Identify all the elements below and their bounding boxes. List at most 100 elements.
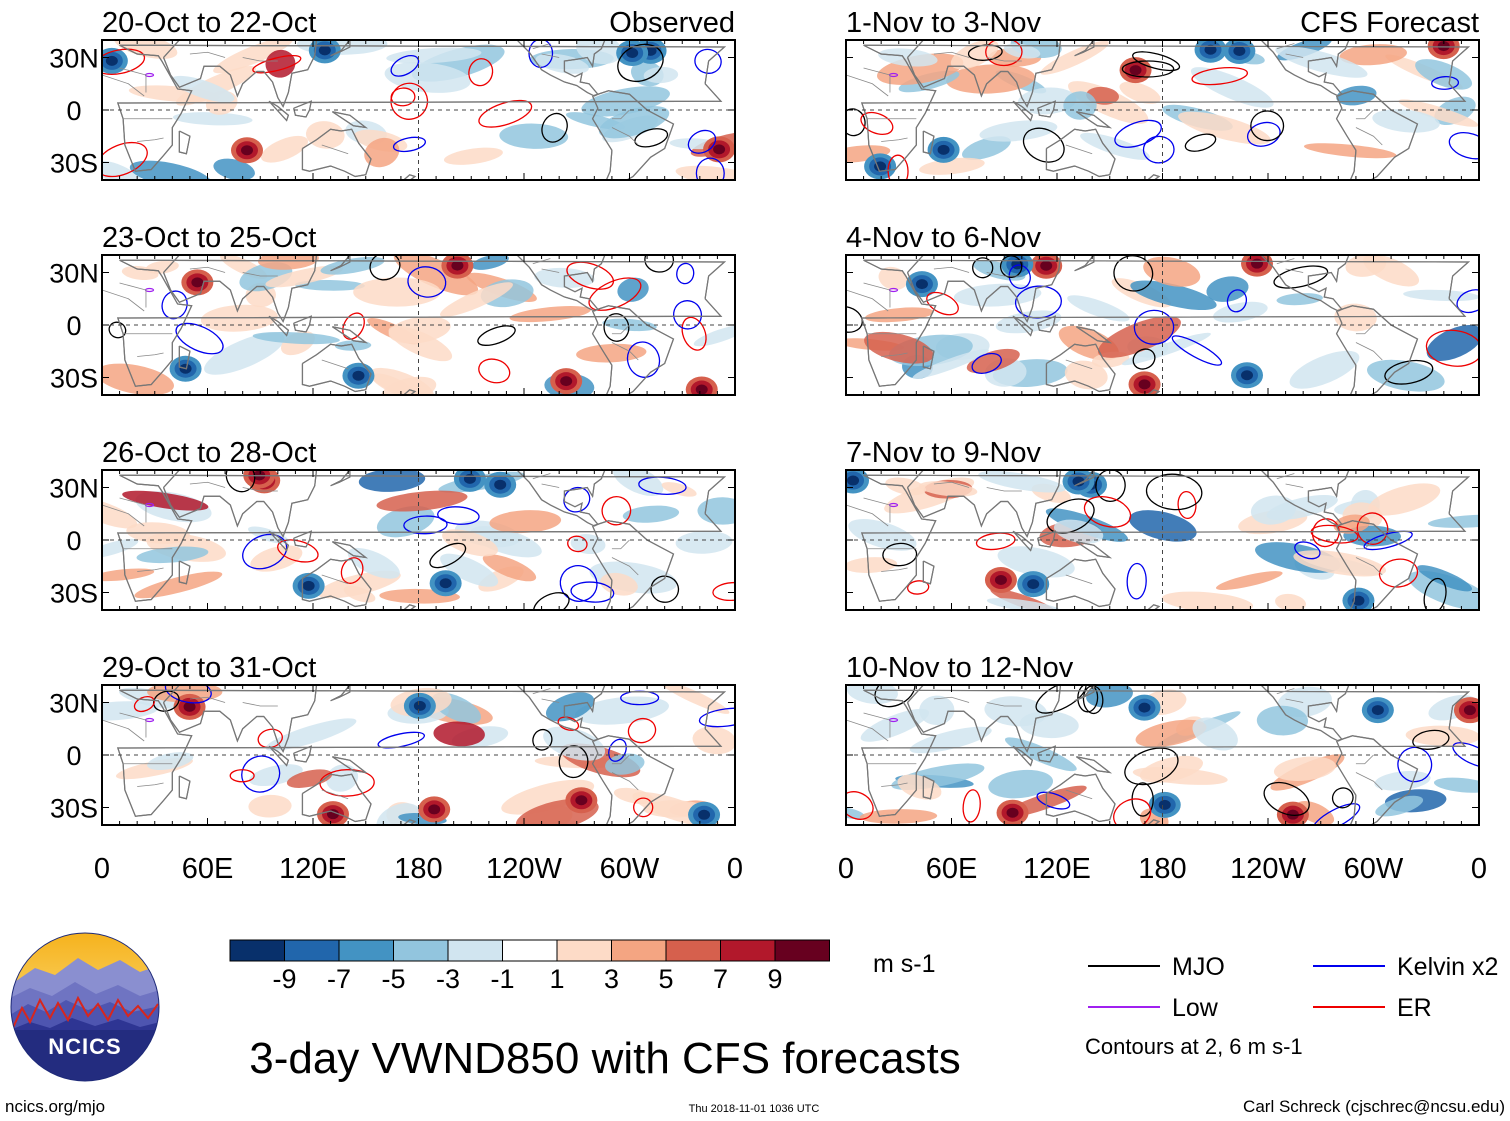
panel-forecast-1: 1-Nov to 3-Nov CFS Forecast — [845, 7, 1480, 181]
coastlines — [116, 255, 727, 395]
colorbar-tick-label: 1 — [549, 964, 564, 994]
x-tick-label: 60W — [1344, 853, 1404, 885]
colorbar-tick-label: 9 — [767, 964, 782, 994]
colorbar-swatch — [611, 939, 667, 962]
x-tick-label: 0 — [727, 853, 743, 885]
y-tick-label: 30S — [50, 579, 98, 609]
borders — [102, 43, 639, 155]
borders — [846, 473, 1383, 585]
wave-contours — [144, 470, 735, 610]
panel-period-label: 23-Oct to 25-Oct — [102, 222, 316, 254]
footer-url: ncics.org/mjo — [5, 1097, 105, 1116]
coastlines — [860, 470, 1471, 610]
panel-observed-1: 20-Oct to 22-Oct Observed 30N 0 30S — [49, 7, 736, 181]
y-tick-label: 30S — [50, 794, 98, 824]
legend: MJO Kelvin x2 Low ER Contours at 2, 6 m s-1 — [1085, 953, 1498, 1059]
wave-contours — [846, 255, 1479, 385]
wave-contours — [882, 470, 1447, 610]
legend-label: MJO — [1172, 953, 1225, 981]
colorbar-tick-label: -7 — [327, 964, 351, 994]
colorbar-tick-label: -5 — [381, 964, 405, 994]
panel-forecast-2: 4-Nov to 6-Nov — [845, 222, 1480, 396]
x-tick-label: 180 — [1138, 853, 1186, 885]
x-tick-label: 120E — [279, 853, 347, 885]
coastlines — [860, 255, 1471, 395]
colorbar-tick-label: -1 — [490, 964, 514, 994]
colorbar-swatch — [284, 939, 340, 962]
panel-period-label: 4-Nov to 6-Nov — [846, 222, 1042, 254]
colorbar-tick-label: 3 — [604, 964, 619, 994]
anomaly-field — [102, 685, 735, 825]
x-tick-label: 120W — [1230, 853, 1306, 885]
colorbar-swatch — [229, 939, 285, 962]
legend-label: ER — [1397, 994, 1432, 1022]
anomaly-field — [102, 470, 735, 604]
colorbar-tick-label: -9 — [272, 964, 296, 994]
panel-period-label: 1-Nov to 3-Nov — [846, 7, 1042, 39]
colorbar-swatch — [556, 939, 612, 962]
borders — [846, 688, 1383, 800]
y-tick-label: 0 — [66, 311, 81, 341]
coastlines — [116, 40, 727, 180]
x-tick-label: 180 — [394, 853, 442, 885]
x-tick-label: 60E — [182, 853, 234, 885]
anomaly-field — [102, 40, 735, 180]
legend-note: Contours at 2, 6 m s-1 — [1085, 1034, 1303, 1059]
anomaly-field — [102, 255, 735, 395]
y-tick-label: 0 — [66, 526, 81, 556]
borders — [102, 473, 639, 585]
panel-period-label: 20-Oct to 22-Oct — [102, 7, 316, 39]
logo-text: NCICS — [48, 1034, 121, 1059]
colorbar: -9 -7 -5 -3 -1 1 3 5 7 9 m s-1 — [229, 939, 936, 994]
footer-timestamp: Thu 2018-11-01 1036 UTC — [689, 1103, 820, 1115]
colorbar-tick-label: 7 — [713, 964, 728, 994]
y-tick-label: 30N — [49, 689, 99, 719]
coastlines — [116, 685, 727, 825]
coastlines — [860, 40, 1471, 180]
panel-period-label: 7-Nov to 9-Nov — [846, 437, 1042, 469]
x-tick-label: 0 — [1471, 853, 1487, 885]
x-tick-label: 0 — [838, 853, 854, 885]
ncics-logo: NCICS — [10, 932, 160, 1082]
panel-source-label: CFS Forecast — [1300, 7, 1479, 39]
colorbar-tick-label: 5 — [658, 964, 673, 994]
borders — [102, 688, 639, 800]
panel-period-label: 29-Oct to 31-Oct — [102, 652, 316, 684]
x-tick-label: 0 — [94, 853, 110, 885]
colorbar-swatch — [447, 939, 503, 962]
colorbar-tick-label: -3 — [436, 964, 460, 994]
borders — [846, 43, 1383, 155]
x-tick-label: 120W — [486, 853, 562, 885]
y-tick-label: 30N — [49, 44, 99, 74]
legend-label: Kelvin x2 — [1397, 953, 1498, 981]
y-tick-label: 30N — [49, 474, 99, 504]
x-tick-label: 120E — [1023, 853, 1091, 885]
anomaly-field — [846, 255, 1479, 395]
y-tick-label: 30S — [50, 364, 98, 394]
y-tick-label: 30N — [49, 259, 99, 289]
figure-title: 3-day VWND850 with CFS forecasts — [249, 1034, 961, 1083]
y-tick-label: 0 — [66, 741, 81, 771]
borders — [102, 258, 639, 370]
colorbar-swatch — [338, 939, 394, 962]
colorbar-unit: m s-1 — [873, 950, 936, 978]
colorbar-swatch — [774, 939, 830, 962]
y-tick-label: 30S — [50, 149, 98, 179]
x-tick-label: 60W — [600, 853, 660, 885]
coastlines — [860, 685, 1471, 825]
legend-label: Low — [1172, 994, 1219, 1022]
colorbar-swatch — [393, 939, 449, 962]
x-tick-label: 60E — [926, 853, 978, 885]
panel-period-label: 26-Oct to 28-Oct — [102, 437, 316, 469]
panel-forecast-4: 10-Nov to 12-Nov — [845, 652, 1480, 826]
colorbar-swatch — [665, 939, 721, 962]
borders — [846, 258, 1383, 370]
wave-contours — [102, 40, 725, 180]
wave-contours — [133, 685, 735, 818]
coastlines — [116, 470, 727, 610]
y-tick-label: 0 — [66, 96, 81, 126]
